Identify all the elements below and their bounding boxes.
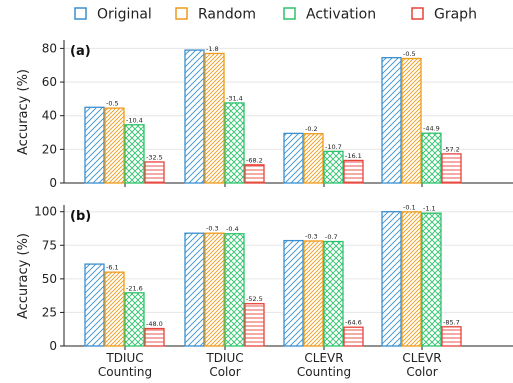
- bar-activation: [224, 102, 245, 184]
- y-tick-label: 60: [42, 75, 57, 89]
- data-label: -21.6: [126, 284, 143, 292]
- bar-original: [381, 211, 402, 347]
- data-label: -0.3: [305, 232, 318, 240]
- bar-activation: [124, 124, 145, 184]
- x-tick-label: CLEVR Color: [402, 351, 441, 379]
- bar-original: [84, 106, 105, 184]
- panel-a: 0 20 40 60 80 Accuracy (%) (a) -0.5 -10.4 -32.5 -1…: [16, 40, 513, 190]
- panel-label: (a): [70, 44, 91, 59]
- legend-item-graph: Graph: [411, 7, 477, 23]
- bar-activation: [124, 292, 145, 347]
- x-tick-label: TDIUC Color: [205, 351, 243, 379]
- bar-graph: [441, 153, 462, 184]
- bar-original: [84, 263, 105, 347]
- y-tick-label: 20: [42, 142, 57, 156]
- data-label: -0.5: [403, 50, 416, 58]
- legend-swatch-random: [175, 7, 188, 20]
- x-tick-label: TDIUC Counting: [98, 351, 152, 379]
- bar-original: [283, 132, 304, 184]
- y-tick-label: 0: [49, 176, 57, 190]
- bar-random: [204, 52, 225, 184]
- data-label: -57.2: [443, 145, 460, 153]
- bar-random: [303, 240, 324, 347]
- data-label: -44.9: [423, 125, 440, 133]
- x-tick-labels: TDIUC Counting TDIUC Color CLEVR Counting CLEV…: [98, 351, 442, 379]
- y-tick-label: 40: [42, 109, 57, 123]
- legend-swatch-graph: [411, 7, 424, 20]
- data-label: -10.4: [126, 116, 143, 124]
- data-label: -0.4: [226, 225, 239, 233]
- bar-activation: [323, 240, 344, 347]
- y-tick-label: 100: [34, 205, 57, 219]
- bar-graph: [244, 303, 265, 347]
- legend: Original Random Activation Graph: [74, 7, 477, 23]
- data-label: -0.7: [325, 233, 338, 241]
- y-axis-label: Accuracy (%): [16, 233, 31, 319]
- data-label: -32.5: [146, 153, 163, 161]
- data-label: -0.5: [106, 100, 119, 108]
- x-tick-label: CLEVR Counting: [297, 351, 351, 379]
- data-label: -52.5: [246, 295, 263, 303]
- legend-swatch-activation: [283, 7, 296, 20]
- data-label: -10.7: [325, 143, 342, 151]
- bar-random: [204, 232, 225, 347]
- data-label: -16.1: [345, 152, 362, 160]
- bar-graph: [144, 327, 165, 347]
- legend-item-activation: Activation: [283, 7, 376, 23]
- data-label: -68.2: [246, 156, 263, 164]
- panel-label: (b): [70, 209, 91, 224]
- bar-activation: [421, 132, 442, 184]
- bar-random: [104, 107, 125, 184]
- bar-graph: [343, 326, 364, 347]
- bar-original: [283, 239, 304, 347]
- y-tick-label: 80: [42, 41, 57, 55]
- bar-random: [104, 271, 125, 347]
- data-label: -1.8: [206, 45, 219, 53]
- legend-item-random: Random: [175, 7, 256, 23]
- legend-swatch-original: [74, 7, 87, 20]
- y-tick-label: 75: [42, 238, 57, 252]
- legend-item-original: Original: [74, 7, 152, 23]
- bar-original: [381, 57, 402, 184]
- y-tick-label: 0: [49, 339, 57, 353]
- data-label: -64.6: [345, 319, 362, 327]
- data-label: -31.4: [226, 94, 243, 102]
- bar-graph: [244, 164, 265, 184]
- y-tick-label: 25: [42, 305, 57, 319]
- data-label: -85.7: [443, 318, 460, 326]
- bar-random: [303, 133, 324, 184]
- bar-random: [401, 57, 422, 184]
- bar-activation: [421, 212, 442, 347]
- legend-label-original: Original: [97, 7, 152, 23]
- legend-label-graph: Graph: [434, 7, 477, 23]
- bar-graph: [144, 161, 165, 184]
- data-label: -48.0: [146, 320, 163, 328]
- bar-graph: [343, 159, 364, 184]
- data-label: -0.1: [403, 203, 416, 211]
- y-tick-label: 50: [42, 272, 57, 286]
- bar-original: [184, 49, 205, 184]
- bar-original: [184, 232, 205, 347]
- y-axis-label: Accuracy (%): [16, 69, 31, 155]
- bar-random: [401, 211, 422, 347]
- data-label: -0.3: [206, 225, 219, 233]
- data-label: -0.2: [305, 125, 318, 133]
- bar-graph: [441, 326, 462, 347]
- bar-activation: [323, 150, 344, 184]
- legend-label-activation: Activation: [306, 7, 376, 23]
- data-label: -1.1: [423, 205, 436, 213]
- data-label: -6.1: [106, 264, 119, 272]
- legend-label-random: Random: [198, 7, 256, 23]
- bar-activation: [224, 233, 245, 347]
